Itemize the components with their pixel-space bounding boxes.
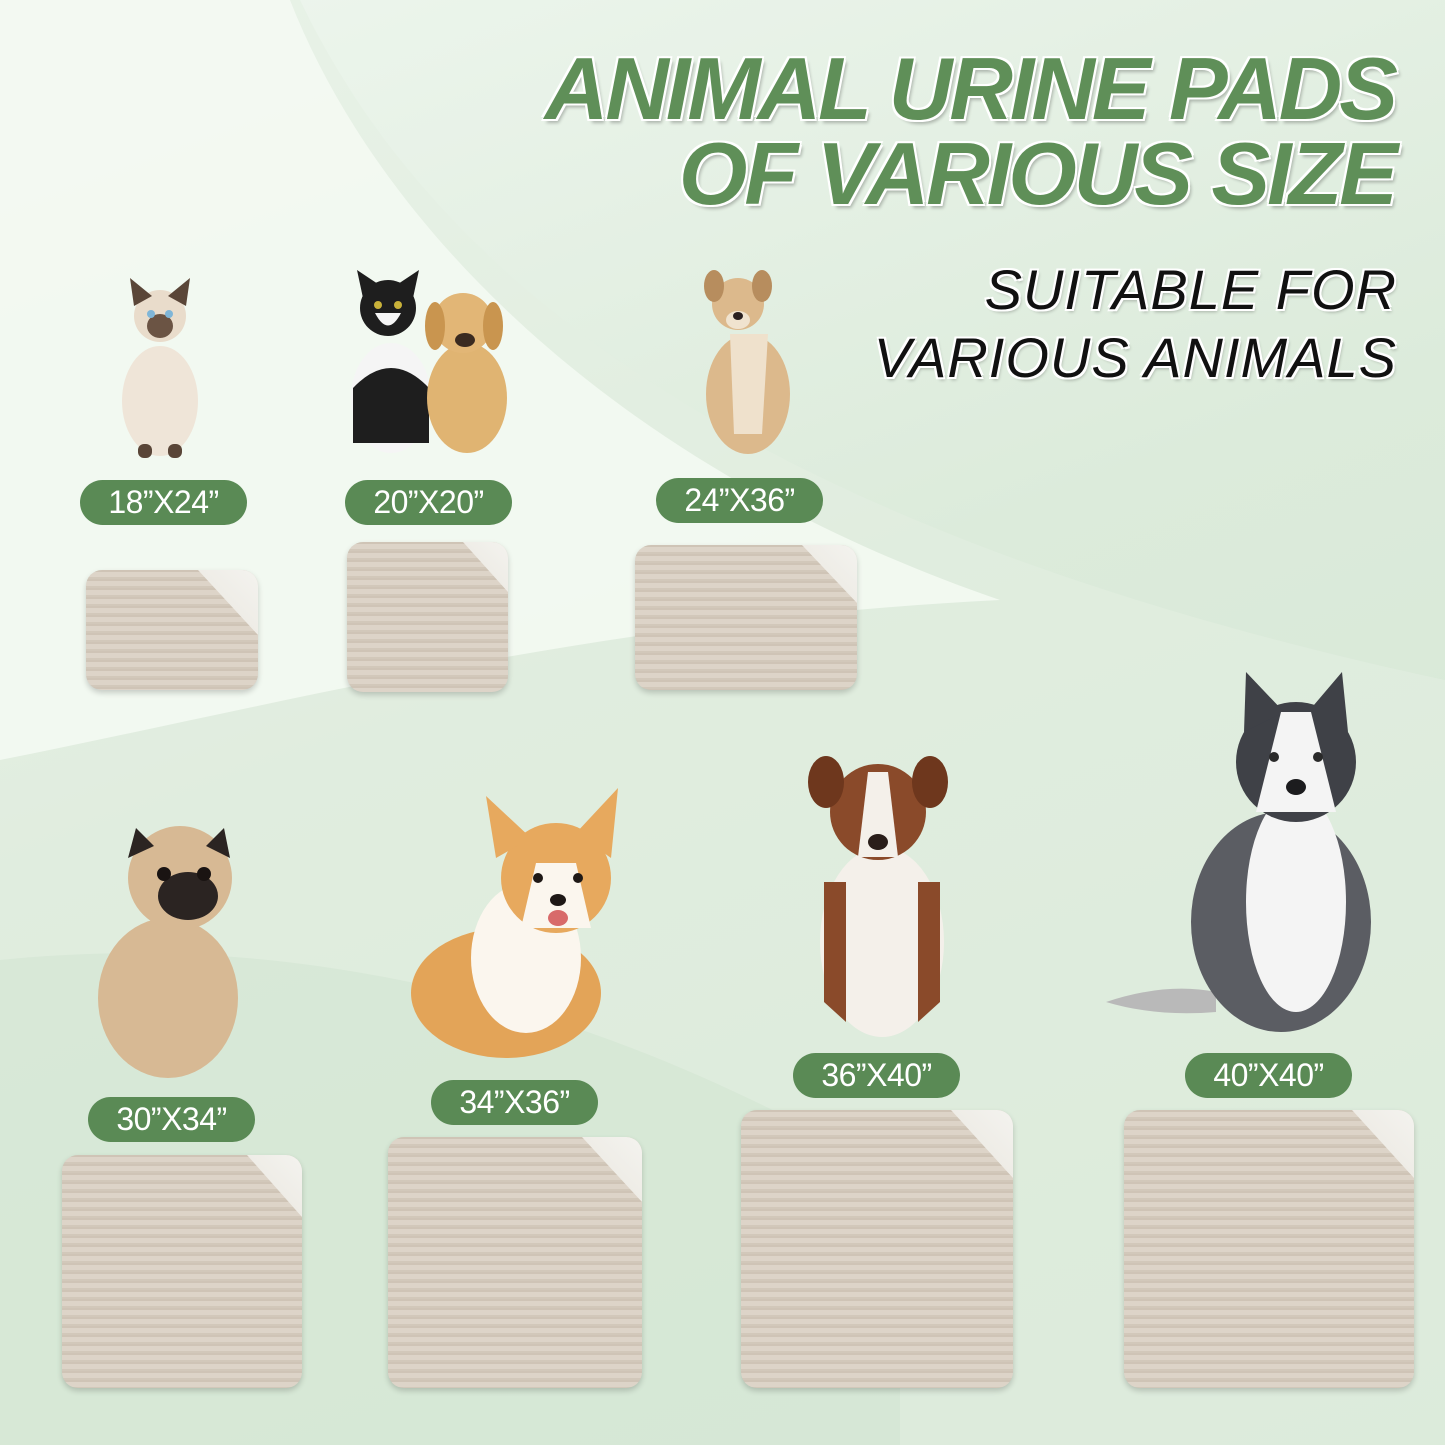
- folded-corner: [1352, 1110, 1414, 1178]
- cat-and-puppy-image: [351, 270, 507, 453]
- folded-corner: [582, 1137, 642, 1202]
- corgi-image: [411, 788, 618, 1058]
- pad-24x36: [635, 545, 857, 690]
- subtitle-line-1: SUITABLE FOR: [984, 258, 1397, 321]
- folded-corner: [951, 1110, 1013, 1178]
- husky-image: [1106, 672, 1371, 1032]
- title-line-1: ANIMAL URINE PADS: [544, 39, 1398, 138]
- size-label-30x34: 30”X34”: [88, 1097, 255, 1142]
- pad-20x20: [347, 542, 508, 692]
- folded-corner: [802, 545, 857, 603]
- pad-30x34: [62, 1155, 302, 1388]
- australian-shepherd-image: [808, 756, 948, 1037]
- size-label-18x24: 18”X24”: [80, 480, 247, 525]
- size-label-20x20: 20”X20”: [345, 480, 512, 525]
- folded-corner: [463, 542, 508, 592]
- pad-18x24: [86, 570, 258, 690]
- siamese-cat-image: [122, 278, 198, 458]
- size-label-36x40: 36”X40”: [793, 1053, 960, 1098]
- size-label-40x40: 40”X40”: [1185, 1053, 1352, 1098]
- size-label-24x36: 24”X36”: [656, 478, 823, 523]
- pad-34x36: [388, 1137, 642, 1388]
- subtitle-line-2: VARIOUS ANIMALS: [873, 326, 1397, 389]
- pad-36x40: [741, 1110, 1013, 1388]
- tan-dog-image: [704, 270, 790, 454]
- pug-image: [98, 826, 238, 1078]
- size-label-34x36: 34”X36”: [431, 1080, 598, 1125]
- folded-corner: [198, 570, 258, 635]
- pad-40x40: [1124, 1110, 1414, 1388]
- title-line-2: OF VARIOUS SIZE: [678, 124, 1398, 223]
- folded-corner: [247, 1155, 302, 1217]
